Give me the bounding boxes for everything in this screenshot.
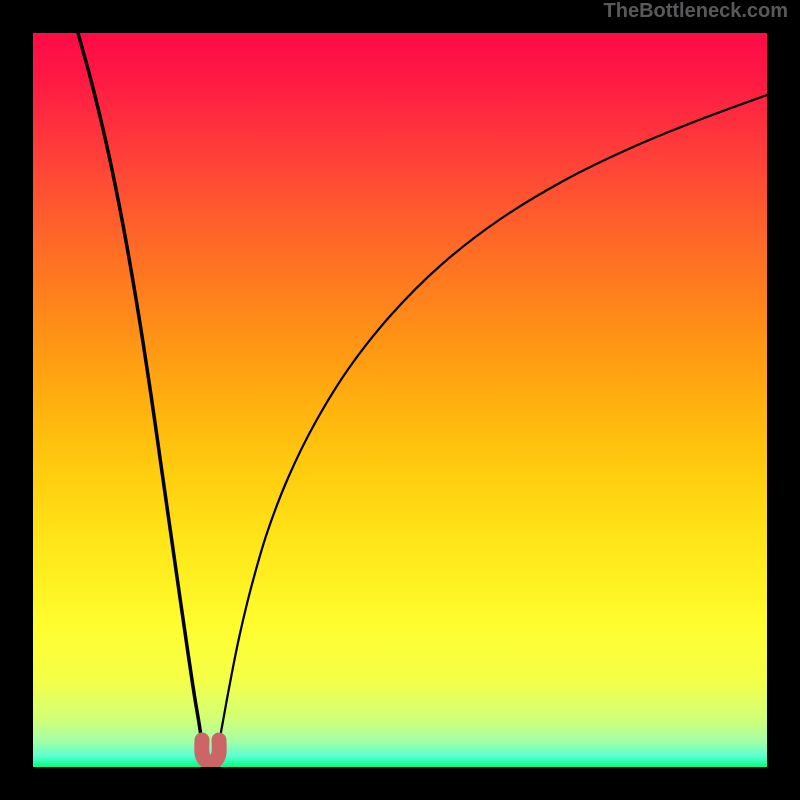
curve-right-branch	[219, 95, 767, 743]
figure-root: TheBottleneck.com	[0, 0, 800, 800]
curve-left-branch	[78, 33, 202, 743]
watermark-text: TheBottleneck.com	[604, 0, 788, 23]
plot-frame	[0, 0, 800, 800]
curve-layer	[33, 33, 767, 767]
trough-marker	[202, 740, 219, 762]
